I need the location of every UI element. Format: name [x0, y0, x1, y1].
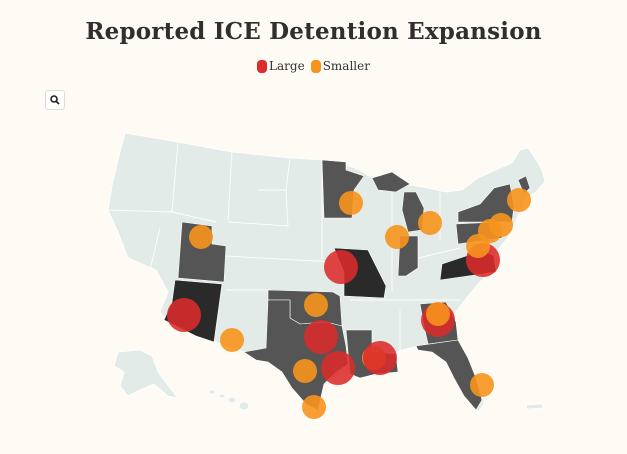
marker-smaller[interactable]: [189, 225, 213, 249]
legend-item-large[interactable]: Large: [257, 59, 305, 73]
alaska-land: [113, 349, 179, 399]
marker-smaller[interactable]: [385, 225, 409, 249]
state-michigan-upper: [371, 171, 411, 193]
marker-large[interactable]: [167, 298, 201, 332]
marker-smaller[interactable]: [489, 213, 513, 237]
legend-swatch-smaller: [310, 59, 321, 73]
state-borders: [107, 141, 461, 360]
marker-smaller[interactable]: [507, 188, 531, 212]
search-icon: [50, 95, 60, 105]
state-minnesota: [321, 159, 365, 219]
legend-label-large: Large: [269, 59, 305, 73]
marker-smaller[interactable]: [418, 211, 442, 235]
marker-smaller[interactable]: [470, 373, 494, 397]
puerto-rico-land: [525, 403, 544, 410]
markers: [167, 188, 531, 419]
state-florida: [415, 339, 483, 411]
marker-large[interactable]: [324, 250, 358, 284]
marker-smaller[interactable]: [426, 302, 450, 326]
marker-smaller[interactable]: [220, 328, 244, 352]
marker-smaller[interactable]: [304, 293, 328, 317]
marker-smaller[interactable]: [302, 395, 326, 419]
marker-smaller[interactable]: [339, 191, 363, 215]
marker-large[interactable]: [363, 341, 397, 375]
hawaii-land: [208, 389, 250, 411]
marker-large[interactable]: [304, 320, 338, 354]
map-title: Reported ICE Detention Expansion: [85, 18, 542, 45]
legend-label-smaller: Smaller: [322, 59, 370, 73]
legend: Large Smaller: [0, 59, 627, 73]
marker-large[interactable]: [321, 351, 355, 385]
marker-smaller[interactable]: [293, 359, 317, 383]
legend-item-smaller[interactable]: Smaller: [310, 59, 370, 73]
legend-swatch-large: [257, 59, 268, 73]
search-button[interactable]: [45, 90, 65, 110]
